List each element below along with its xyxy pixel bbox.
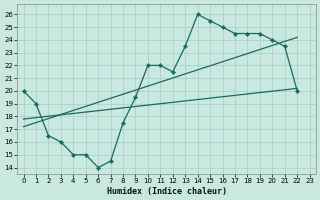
X-axis label: Humidex (Indice chaleur): Humidex (Indice chaleur) <box>107 187 227 196</box>
